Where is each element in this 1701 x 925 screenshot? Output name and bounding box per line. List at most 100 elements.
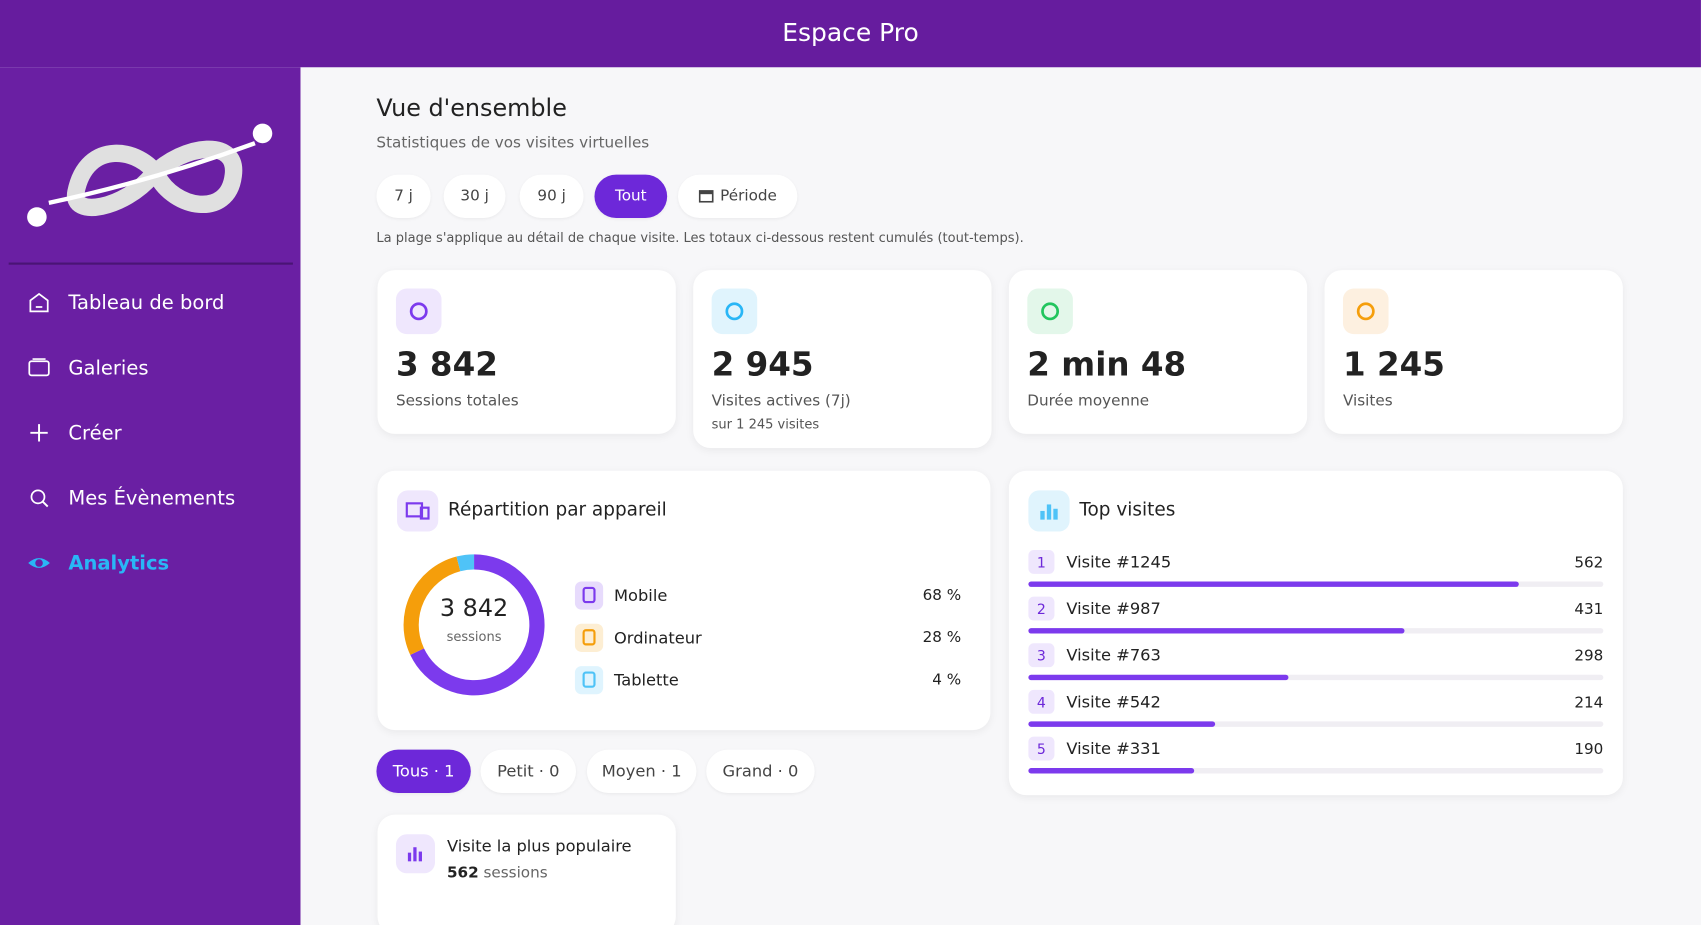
legend-glyph [582, 671, 596, 688]
divider [8, 262, 293, 265]
rank: 1 [1037, 555, 1046, 571]
nav-item[interactable]: Mes Évènements [26, 485, 235, 511]
legend-value: 28 % [923, 628, 962, 646]
card-title: Top visites [1079, 499, 1176, 521]
legend-value: 4 % [932, 671, 961, 689]
size-pill[interactable]: Moyen · 1 [586, 749, 697, 793]
page-subtitle: Statistiques de vos visites virtuelles [376, 134, 650, 152]
rank-badge [1028, 736, 1055, 761]
card-title: Répartition par appareil [448, 499, 667, 521]
rank: 4 [1037, 695, 1046, 711]
legend-name: Ordinateur [614, 628, 702, 647]
visit-name: Visite #763 [1066, 646, 1161, 665]
legend-value: 68 % [923, 586, 962, 604]
page-title: Vue d'ensemble [376, 95, 567, 123]
visit-value: 298 [1574, 647, 1603, 665]
nav-label: Mes Évènements [68, 486, 236, 510]
nav-item[interactable]: Analytics [26, 550, 169, 576]
bar [1028, 581, 1519, 587]
popular-value: 562 [446, 864, 479, 882]
visit-value: 562 [1574, 553, 1603, 571]
visit-value: 190 [1574, 740, 1603, 758]
device-icon [397, 490, 439, 532]
nav-icon [30, 489, 49, 508]
legend-glyph [582, 586, 596, 604]
bar [1028, 768, 1195, 774]
visit-value: 431 [1574, 600, 1603, 618]
stat-value: 2 min 48 [1027, 346, 1187, 385]
visit-value: 214 [1574, 693, 1603, 711]
filter-pill[interactable]: 90 j [519, 174, 584, 219]
rank: 3 [1037, 649, 1046, 665]
nav-item[interactable]: Galeries [26, 355, 149, 381]
stat-icon [711, 288, 758, 335]
size-pill[interactable]: Petit · 0 [480, 749, 577, 793]
nav-label: Tableau de bord [68, 291, 225, 315]
nav-item[interactable]: Tableau de bord [26, 290, 224, 316]
size-pill[interactable]: Tous · 1 [376, 749, 471, 793]
size-pill[interactable]: Grand · 0 [706, 749, 815, 793]
filter-pill[interactable]: 30 j [443, 174, 506, 219]
rank: 2 [1037, 602, 1046, 618]
nav-icon [28, 358, 50, 377]
stat-icon [1342, 288, 1389, 335]
top-icon [1028, 490, 1070, 532]
visit-name: Visite #331 [1066, 739, 1161, 758]
stat-value: 1 245 [1342, 346, 1445, 385]
device-card: Répartition par appareil 3 842 sessions … [377, 470, 991, 731]
rank-badge [1028, 549, 1055, 574]
filter-pill[interactable]: Période [678, 174, 798, 219]
stat-icon [395, 288, 442, 335]
bar [1028, 628, 1405, 634]
donut-total: 3 842 [440, 594, 508, 622]
nav-label: Créer [68, 421, 122, 445]
popular-detail: 562 sessions [447, 865, 548, 882]
stat-glyph [409, 302, 428, 321]
range-note: La plage s'applique au détail de chaque … [376, 229, 1024, 246]
nav-item[interactable]: Créer [26, 420, 122, 446]
top-list: 1 Visite #1245 562 2 Visite #987 431 3 Visite #… [1028, 549, 1604, 774]
legend-icon [574, 623, 604, 652]
stat-label: Visites actives (7j) [711, 392, 851, 411]
stat-glyph [725, 302, 744, 321]
visit-name: Visite #542 [1066, 692, 1161, 711]
stat-card: 1 245 Visites [1324, 270, 1623, 434]
filter-pill[interactable]: 7 j [376, 174, 431, 219]
stat-card: 2 min 48 Durée moyenne [1008, 270, 1308, 434]
bar [1028, 674, 1289, 681]
popular-icon [395, 834, 436, 874]
legend-glyph [582, 629, 596, 646]
nav-label: Galeries [68, 356, 149, 380]
visit-name: Visite #1245 [1066, 552, 1171, 571]
rank-badge [1028, 643, 1055, 668]
stat-label: Sessions totales [395, 392, 519, 411]
bar [1028, 721, 1216, 727]
popular-unit: sessions [483, 864, 548, 882]
top-card: Top visites 1 Visite #1245 562 2 Visite #987… [1008, 470, 1623, 796]
stat-value: 2 945 [711, 346, 814, 385]
nav-icon [30, 424, 48, 442]
rank: 5 [1037, 742, 1046, 758]
rank-badge [1028, 596, 1055, 621]
calendar-icon [698, 190, 714, 203]
stat-card: 3 842 Sessions totales [377, 270, 676, 434]
filter-pill[interactable]: Tout [594, 174, 668, 219]
rank-badge [1028, 689, 1055, 714]
filter-label: Période [720, 187, 777, 206]
stat-glyph [1356, 302, 1375, 321]
popular-title: Visite la plus populaire [446, 836, 632, 856]
stat-glyph [1041, 302, 1060, 321]
donut-total-label: sessions [447, 630, 502, 645]
popular-card: Visite la plus populaire 562 sessions [377, 814, 676, 925]
sidebar: Tableau de bord Galeries Créer Mes Évènemen… [0, 67, 301, 925]
legend-icon [574, 581, 604, 610]
legend-icon [574, 666, 604, 695]
donut-segment [456, 554, 475, 572]
donut-segment [403, 556, 461, 655]
stat-sub: sur 1 245 visites [711, 416, 820, 432]
legend-name: Tablette [613, 671, 679, 690]
stat-label: Durée moyenne [1027, 392, 1150, 411]
donut-chart: 3 842 sessions Mobile 68 % Ordinateur 28 % T… [403, 554, 962, 696]
visit-name: Visite #987 [1066, 599, 1161, 618]
